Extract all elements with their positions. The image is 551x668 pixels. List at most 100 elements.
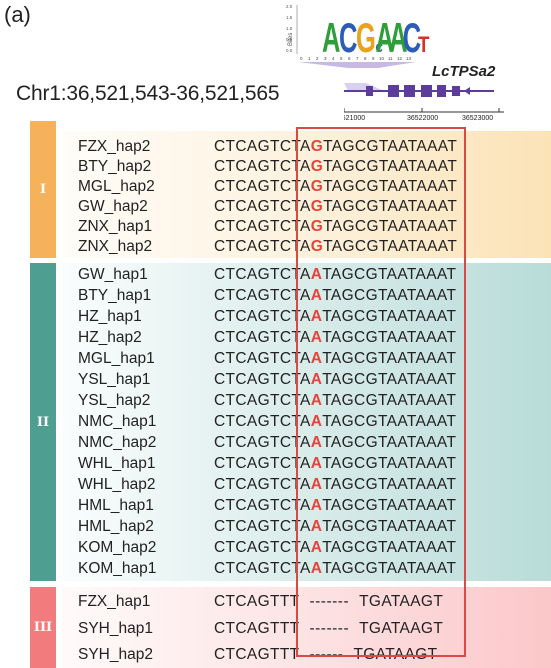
gene-name: LcTPSa2	[432, 63, 496, 80]
alignment-row: GW_hap2 CTCAGTCTAGTAGCGTAATAAAT	[78, 197, 457, 217]
target-region-box	[296, 127, 466, 657]
sequence: CTCAGTTT ------- TGATAAGT	[214, 620, 444, 637]
logo-position: 4	[332, 56, 335, 61]
group-2-bar: II	[30, 263, 56, 581]
alignment-row: KOM_hap1 CTCAGTCTAATAGCGTAATAAAT	[78, 559, 456, 579]
logo-ytick: 1.5	[286, 15, 293, 20]
gene-model: 36521000 36522000 36523000	[344, 83, 504, 121]
logo-letter: C	[376, 42, 383, 55]
haplotype-name: MGL_hap1	[78, 350, 155, 367]
exon	[366, 86, 373, 96]
sequence: CTCAGTTT ------- TGATAAGT	[214, 593, 444, 610]
haplotype-name: NMC_hap1	[78, 413, 157, 430]
haplotype-name: HZ_hap1	[78, 308, 142, 325]
logo-position: 8	[364, 56, 367, 61]
sequence: CTCAGTCTAATAGCGTAATAAAT	[214, 392, 457, 409]
logo-position: 11	[388, 56, 393, 61]
haplotype-name: ZNX_hap1	[78, 218, 153, 235]
region-label: Chr1:36,521,543-36,521,565	[16, 82, 280, 105]
alignment-row: FZX_hap1 CTCAGTTT ------- TGATAAGT	[78, 592, 443, 612]
gene-axis-tick: 36522000	[407, 115, 438, 121]
sequence: CTCAGTCTAATAGCGTAATAAAT	[214, 350, 457, 367]
haplotype-name: GW_hap2	[78, 198, 148, 215]
logo-letter: A	[376, 16, 394, 62]
logo-position: 6	[348, 56, 351, 61]
group-1-bar: I	[30, 121, 56, 258]
haplotype-name: BTY_hap1	[78, 287, 152, 304]
alignment-row: ZNX_hap2 CTCAGTCTAGTAGCGTAATAAAT	[78, 237, 457, 257]
logo-position: 5	[340, 56, 343, 61]
alignment-row: BTY_hap2 CTCAGTCTAGTAGCGTAATAAAT	[78, 157, 457, 177]
panel-label: (a)	[4, 2, 31, 27]
alignment-row: KOM_hap2 CTCAGTCTAATAGCGTAATAAAT	[78, 538, 456, 558]
sequence: CTCAGTCTAATAGCGTAATAAAT	[214, 371, 457, 388]
group-3-band	[62, 587, 551, 668]
haplotype-name: YSL_hap1	[78, 371, 151, 388]
alignment-row: WHL_hap2 CTCAGTCTAATAGCGTAATAAAT	[78, 475, 456, 495]
logo-position: 7	[356, 56, 359, 61]
alignment-row: HML_hap2 CTCAGTCTAATAGCGTAATAAAT	[78, 517, 456, 537]
logo-position: 10	[379, 56, 385, 61]
haplotype-name: YSL_hap2	[78, 392, 151, 409]
sequence: CTCAGTCTAATAGCGTAATAAAT	[214, 455, 457, 472]
sequence: CTCAGTCTAGTAGCGTAATAAAT	[214, 198, 458, 215]
sequence: CTCAGTCTAGTAGCGTAATAAAT	[214, 238, 458, 255]
haplotype-name: HML_hap2	[78, 518, 154, 535]
haplotype-name: KOM_hap1	[78, 560, 157, 577]
sequence: CTCAGTCTAGTAGCGTAATAAAT	[214, 218, 458, 235]
sequence: CTCAGTCTAATAGCGTAATAAAT	[214, 476, 457, 493]
logo-letter: T	[418, 34, 430, 58]
sequence: CTCAGTCTAGTAGCGTAATAAAT	[214, 158, 458, 175]
sequence: CTCAGTCTAATAGCGTAATAAAT	[214, 413, 457, 430]
exon	[388, 85, 399, 97]
logo-position: 1	[308, 56, 311, 61]
alignment-row: BTY_hap1 CTCAGTCTAATAGCGTAATAAAT	[78, 286, 456, 306]
sequence: CTCAGTCTAATAGCGTAATAAAT	[214, 329, 457, 346]
alignment-row: HML_hap1 CTCAGTCTAATAGCGTAATAAAT	[78, 496, 456, 516]
haplotype-name: BTY_hap2	[78, 158, 152, 175]
haplotype-name: GW_hap1	[78, 266, 148, 283]
haplotype-name: HML_hap1	[78, 497, 154, 514]
alignment-row: MGL_hap1 CTCAGTCTAATAGCGTAATAAAT	[78, 349, 456, 369]
haplotype-name: SYH_hap1	[78, 620, 153, 637]
gene-axis-tick: 36523000	[462, 115, 493, 121]
group-1-band	[62, 131, 551, 258]
haplotype-name: NMC_hap2	[78, 434, 157, 451]
alignment-row: YSL_hap2 CTCAGTCTAATAGCGTAATAAAT	[78, 391, 456, 411]
group-2-label: II	[36, 414, 50, 430]
logo-letter: A	[389, 16, 407, 62]
alignment-row: MGL_hap2 CTCAGTCTAGTAGCGTAATAAAT	[78, 177, 457, 197]
alignment-row: ZNX_hap1 CTCAGTCTAGTAGCGTAATAAAT	[78, 217, 457, 237]
alignment-row: SYH_hap1 CTCAGTTT ------- TGATAAGT	[78, 619, 443, 639]
logo-position: 3	[324, 56, 327, 61]
haplotype-name: WHL_hap1	[78, 455, 156, 472]
alignment-row: YSL_hap1 CTCAGTCTAATAGCGTAATAAAT	[78, 370, 456, 390]
sequence: CTCAGTCTAATAGCGTAATAAAT	[214, 518, 457, 535]
alignment-row: NMC_hap1 CTCAGTCTAATAGCGTAATAAAT	[78, 412, 456, 432]
alignment-row: HZ_hap2 CTCAGTCTAATAGCGTAATAAAT	[78, 328, 456, 348]
haplotype-name: WHL_hap2	[78, 476, 156, 493]
haplotype-name: KOM_hap2	[78, 539, 157, 556]
sequence: CTCAGTCTAATAGCGTAATAAAT	[214, 287, 457, 304]
haplotype-name: FZX_hap1	[78, 593, 151, 610]
exon	[452, 86, 460, 96]
alignment-row: NMC_hap2 CTCAGTCTAATAGCGTAATAAAT	[78, 433, 456, 453]
alignment-row: SYH_hap2 CTCAGTTT ------ TGATAAGT	[78, 645, 437, 665]
sequence: CTCAGTCTAATAGCGTAATAAAT	[214, 266, 457, 283]
sequence: CTCAGTCTAATAGCGTAATAAAT	[214, 497, 457, 514]
logo-letter: G	[356, 16, 376, 62]
alignment-row: WHL_hap1 CTCAGTCTAATAGCGTAATAAAT	[78, 454, 456, 474]
logo-letter: C	[339, 16, 357, 62]
group-3-label: III	[33, 620, 53, 635]
logo-ytick: 2.0	[286, 4, 293, 9]
sequence: CTCAGTCTAATAGCGTAATAAAT	[214, 434, 457, 451]
logo-letter: A	[322, 16, 340, 62]
sequence: CTCAGTTT ------ TGATAAGT	[214, 646, 438, 663]
logo-position: 2	[316, 56, 319, 61]
exon	[421, 85, 432, 97]
logo-ytick: 0.5	[286, 37, 293, 42]
exon	[437, 85, 446, 97]
alignment-row: HZ_hap1 CTCAGTCTAATAGCGTAATAAAT	[78, 307, 456, 327]
logo-position: 0	[300, 56, 303, 61]
haplotype-name: HZ_hap2	[78, 329, 142, 346]
